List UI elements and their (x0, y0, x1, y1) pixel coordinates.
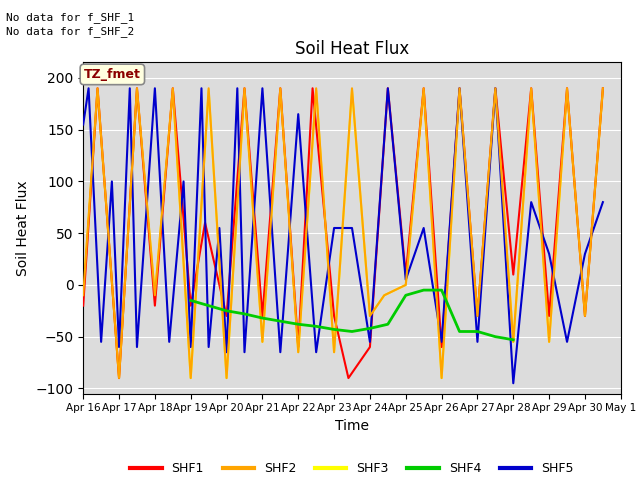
SHF4 (438, 287, 445, 293)
SHF5 (366, 339, 374, 345)
SHF1 (527, 85, 535, 91)
SHF2 (93, 85, 101, 91)
Line: SHF5: SHF5 (83, 88, 603, 383)
SHF5 (216, 225, 223, 231)
SHF4 (223, 308, 230, 314)
Y-axis label: Soil Heat Flux: Soil Heat Flux (16, 180, 30, 276)
SHF5 (402, 277, 410, 283)
SHF4 (312, 324, 320, 329)
Line: SHF3: SHF3 (83, 90, 603, 378)
SHF3 (599, 87, 607, 93)
SHF4 (259, 315, 266, 321)
SHF3 (527, 87, 535, 93)
Text: No data for f_SHF_1: No data for f_SHF_1 (6, 12, 134, 23)
SHF3 (223, 375, 230, 381)
SHF3 (581, 313, 589, 319)
SHF1 (223, 313, 230, 319)
SHF2 (599, 85, 607, 91)
SHF5 (563, 339, 571, 345)
SHF1 (223, 313, 230, 319)
SHF4 (402, 292, 410, 298)
SHF4 (420, 287, 428, 293)
SHF4 (187, 298, 195, 303)
SHF3 (223, 375, 230, 381)
SHF4 (384, 322, 392, 327)
Line: SHF2: SHF2 (83, 88, 603, 378)
SHF5 (509, 380, 517, 386)
SHF2 (115, 375, 123, 381)
SHF5 (330, 225, 338, 231)
SHF2 (474, 313, 481, 319)
SHF4 (276, 318, 284, 324)
SHF2 (223, 375, 230, 381)
SHF1 (93, 85, 101, 91)
SHF5 (84, 85, 92, 91)
SHF4 (474, 329, 481, 335)
Text: No data for f_SHF_2: No data for f_SHF_2 (6, 26, 134, 37)
Text: TZ_fmet: TZ_fmet (84, 68, 141, 81)
SHF1 (438, 344, 445, 350)
SHF2 (581, 313, 589, 319)
SHF3 (79, 292, 87, 298)
SHF2 (438, 375, 445, 381)
SHF4 (348, 329, 356, 335)
SHF4 (241, 311, 248, 317)
SHF4 (509, 337, 517, 343)
SHF4 (294, 322, 302, 327)
Line: SHF1: SHF1 (83, 88, 603, 378)
SHF4 (492, 334, 499, 339)
SHF3 (115, 375, 123, 381)
Line: SHF4: SHF4 (191, 290, 513, 340)
SHF1 (581, 313, 589, 319)
SHF5 (599, 199, 607, 205)
SHF4 (205, 303, 212, 309)
SHF2 (527, 85, 535, 91)
SHF3 (93, 87, 101, 93)
SHF1 (79, 303, 87, 309)
Legend: SHF1, SHF2, SHF3, SHF4, SHF5: SHF1, SHF2, SHF3, SHF4, SHF5 (125, 457, 579, 480)
SHF4 (366, 325, 374, 331)
Title: Soil Heat Flux: Soil Heat Flux (295, 40, 409, 58)
SHF5 (79, 121, 87, 127)
SHF1 (474, 313, 481, 319)
SHF2 (223, 375, 230, 381)
SHF1 (599, 85, 607, 91)
SHF4 (456, 329, 463, 335)
SHF3 (438, 375, 445, 381)
X-axis label: Time: Time (335, 419, 369, 433)
SHF2 (79, 292, 87, 298)
SHF5 (133, 344, 141, 350)
SHF4 (330, 326, 338, 332)
SHF3 (474, 313, 481, 319)
SHF1 (115, 375, 123, 381)
